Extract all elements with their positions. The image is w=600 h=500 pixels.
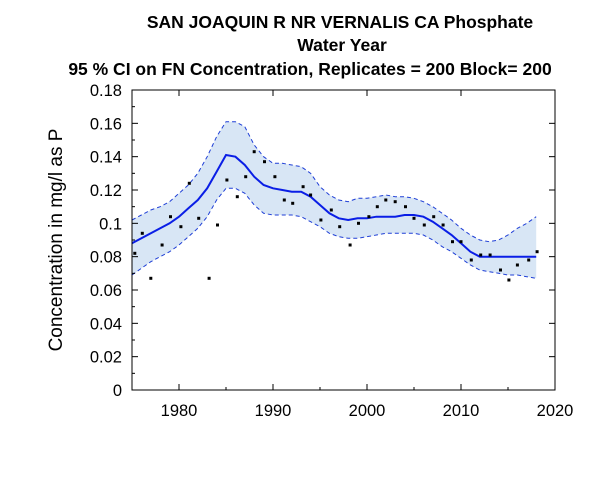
plot-frame	[131, 89, 556, 391]
data-point	[235, 195, 239, 199]
y-tick-label: 0.14	[90, 149, 122, 167]
data-point	[133, 251, 137, 255]
chart-subtitle-line-2: Water Year	[297, 35, 387, 55]
data-point	[179, 225, 183, 229]
data-point	[412, 216, 416, 220]
data-point	[422, 223, 426, 227]
data-point	[207, 276, 211, 280]
data-point	[273, 175, 277, 179]
data-point	[252, 150, 256, 154]
y-tick-label: 0.18	[90, 82, 122, 100]
data-point	[160, 243, 164, 247]
y-axis-label: Concentration in mg/l as P	[46, 129, 67, 352]
data-point	[282, 198, 286, 202]
data-point	[459, 240, 463, 244]
data-point	[348, 243, 352, 247]
data-point	[384, 198, 388, 202]
data-point	[451, 240, 454, 244]
data-point	[515, 263, 519, 267]
data-point	[263, 160, 266, 164]
data-point	[367, 215, 371, 219]
data-point	[469, 258, 473, 262]
data-point	[309, 193, 313, 197]
data-point	[357, 221, 360, 225]
y-tick-label: 0.08	[90, 249, 122, 267]
y-tick-label: 0	[113, 382, 122, 400]
y-tick-label: 0.12	[90, 182, 122, 200]
y-tick-label: 0.06	[90, 282, 122, 300]
data-point	[338, 225, 342, 229]
x-tick-label: 2000	[349, 402, 386, 420]
data-point	[507, 278, 511, 282]
data-point	[244, 175, 248, 179]
data-point	[488, 253, 492, 257]
data-point	[329, 208, 333, 212]
confidence-band	[132, 121, 537, 279]
data-point	[441, 223, 445, 227]
data-point	[375, 205, 379, 209]
fn-concentration-line	[131, 153, 537, 258]
data-point	[535, 250, 539, 254]
y-tick-label: 0.1	[99, 215, 122, 233]
data-point	[432, 215, 436, 219]
ci-upper-line	[131, 121, 537, 243]
data-point	[187, 181, 191, 185]
x-tick-label: 2020	[537, 402, 574, 420]
x-tick-label: 1990	[255, 402, 292, 420]
x-tick-label: 1980	[161, 402, 198, 420]
data-point	[216, 223, 219, 227]
y-tick-label: 0.02	[90, 349, 122, 367]
data-point	[301, 185, 305, 189]
data-point	[225, 178, 229, 182]
data-point	[499, 268, 502, 272]
data-point	[169, 215, 172, 219]
plot-area: 0 0.02 0.04 0.06 0.08 0.1 0.12 0.14 0.16 0.18 1980…	[90, 82, 573, 420]
y-tick-label: 0.04	[90, 315, 122, 333]
data-point	[140, 231, 144, 235]
data-point	[291, 201, 295, 205]
ci-lower-line	[131, 187, 537, 279]
data-point	[319, 218, 323, 222]
chart-subtitle-line-3: 95 % CI on FN Concentration, Replicates …	[68, 59, 552, 79]
data-point	[197, 216, 201, 220]
data-point	[393, 200, 397, 204]
data-point	[149, 276, 153, 280]
x-tick-label: 2010	[443, 402, 480, 420]
chart-title: SAN JOAQUIN R NR VERNALIS CA Phosphate	[147, 12, 534, 32]
y-tick-label: 0.16	[90, 115, 122, 133]
data-point	[479, 253, 483, 257]
data-point	[527, 258, 531, 262]
data-point	[404, 205, 407, 209]
